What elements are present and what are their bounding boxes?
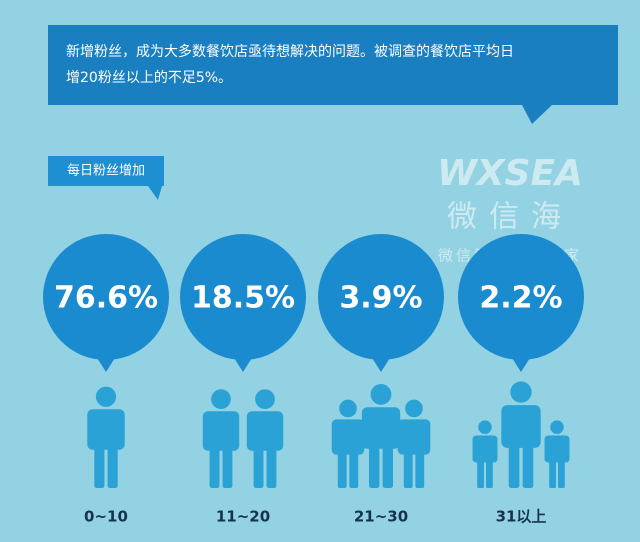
person-leg xyxy=(94,444,105,488)
person-leg xyxy=(337,449,347,488)
person-leg xyxy=(508,442,520,488)
person-head xyxy=(550,420,564,434)
person-leg xyxy=(415,449,425,488)
groups: 76.6% 0~10 18.5% 11~20 3.9% 21~30 2.2% 31以上 xyxy=(43,234,584,526)
person-leg xyxy=(382,443,393,488)
person-leg xyxy=(349,449,359,488)
bubble xyxy=(318,234,444,360)
person-icon xyxy=(544,420,570,488)
person-icon xyxy=(397,399,431,488)
person-head xyxy=(339,399,357,418)
tag-text: 每日粉丝增加 xyxy=(67,163,145,179)
group-label: 21~30 xyxy=(354,508,408,526)
watermark-name: 微信海 xyxy=(447,200,573,235)
person-body xyxy=(361,407,401,449)
bubble xyxy=(180,234,306,360)
percent-label: 3.9% xyxy=(339,281,422,316)
header-text: 新增粉丝，成为大多数餐饮店亟待想解决的问题。被调查的餐饮店平均日 xyxy=(66,43,514,60)
person-leg xyxy=(558,458,565,488)
header-text: 增20粉丝以上的不足5%。 xyxy=(66,70,232,86)
person-head xyxy=(255,389,275,409)
group-label: 11~20 xyxy=(216,508,270,526)
person-head xyxy=(405,399,423,418)
header-callout xyxy=(48,25,618,124)
person-body xyxy=(397,419,431,455)
person-icon xyxy=(361,384,401,488)
watermark-logo: WXSEA xyxy=(437,153,583,194)
group-label: 0~10 xyxy=(84,508,128,526)
percent-label: 76.6% xyxy=(54,281,158,316)
tag-box xyxy=(48,156,164,200)
person-body xyxy=(87,409,125,450)
person-head xyxy=(478,420,492,434)
percent-label: 2.2% xyxy=(479,281,562,316)
person-leg xyxy=(369,443,380,488)
person-body xyxy=(501,405,541,448)
person-leg xyxy=(486,458,493,488)
person-leg xyxy=(253,445,264,488)
person-leg xyxy=(522,442,534,488)
bubble xyxy=(458,234,584,360)
person-icon xyxy=(246,389,284,488)
person-body xyxy=(202,411,240,451)
person-leg xyxy=(266,445,277,488)
person-body xyxy=(544,435,570,463)
person-leg xyxy=(477,458,484,488)
person-leg xyxy=(209,445,220,488)
person-body xyxy=(331,419,365,455)
person-leg xyxy=(403,449,413,488)
person-icon xyxy=(472,420,498,488)
person-body xyxy=(246,411,284,451)
person-head xyxy=(95,386,117,407)
person-icon xyxy=(501,381,541,488)
person-head xyxy=(510,381,532,403)
person-icon xyxy=(202,389,240,488)
person-head xyxy=(211,389,231,409)
percent-label: 18.5% xyxy=(191,281,295,316)
person-icon xyxy=(87,386,125,488)
group-label: 31以上 xyxy=(496,508,547,526)
person-leg xyxy=(549,458,556,488)
person-leg xyxy=(222,445,233,488)
person-leg xyxy=(107,444,118,488)
person-body xyxy=(472,435,498,463)
person-head xyxy=(370,384,392,405)
person-icon xyxy=(331,399,365,488)
bubble xyxy=(43,234,169,360)
